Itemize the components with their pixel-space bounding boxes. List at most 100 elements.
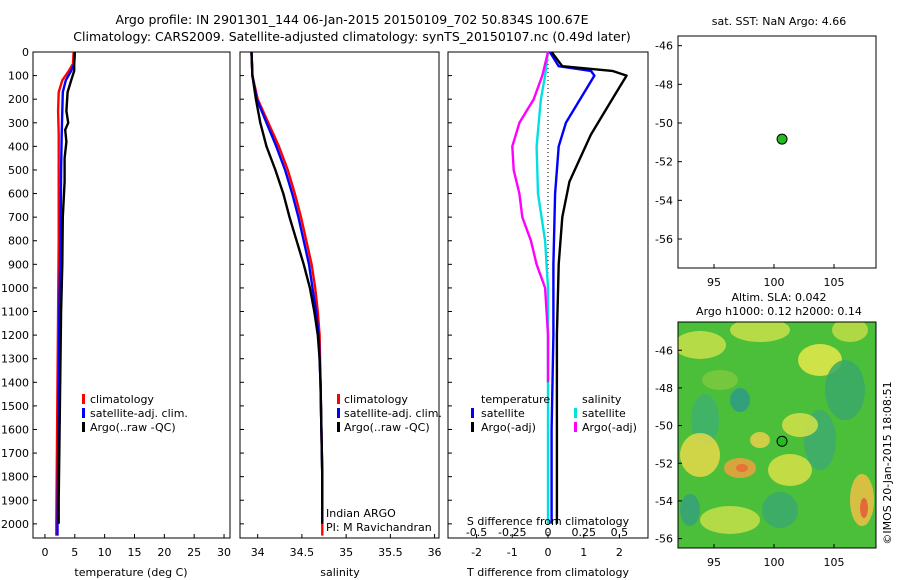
legend-header-salinity: salinity: [582, 393, 622, 406]
series-line-temperature-argo-adj-: [550, 51, 628, 524]
x-tick-label: 0: [545, 546, 552, 559]
x-tick-label: 25: [187, 546, 201, 559]
legend-swatch-argo: [82, 422, 85, 432]
legend-label-temp-argo: Argo(-adj): [481, 421, 536, 434]
series-line-temperature-satellite: [548, 51, 596, 524]
salinity-legend: climatology satellite-adj. clim. Argo(..…: [337, 393, 442, 434]
y-tick-label: -56: [655, 533, 673, 546]
legend-swatch-argo: [337, 422, 340, 432]
x-tick-label: 36: [428, 546, 442, 559]
y-tick-label: 100: [8, 70, 29, 83]
sst-map-y-ticks: -46 -48 -50 -52 -54 -56: [655, 40, 682, 246]
legend-swatch-temp-argo: [471, 422, 474, 432]
sla-map-panel: Altim. SLA: 0.042 Argo h1000: 0.12 h2000…: [655, 291, 894, 569]
sla-heatmap: [678, 322, 876, 548]
sla-map-x-ticks: 95 100 105: [707, 544, 845, 569]
temperature-panel: 0 5 10 15 20 25 30 0 100 200 300 400 500 600 700 800 90…: [1, 46, 452, 579]
x2-tick-label: -0.5: [466, 526, 487, 539]
temperature-series: [55, 51, 76, 536]
x-tick-label: 35.5: [378, 546, 403, 559]
sla-map-title-line1: Altim. SLA: 0.042: [731, 291, 826, 304]
x2-tick-label: 0: [545, 526, 552, 539]
sst-map-panel: sat. SST: NaN Argo: 4.66 95 100 105 -46 -48…: [655, 15, 877, 289]
legend-label-satellite: satellite-adj. clim.: [90, 407, 188, 420]
series-line-argo-raw-qc-: [250, 51, 324, 524]
difference-x2-label: S difference from climatology: [467, 515, 630, 528]
y-tick-label: 800: [8, 235, 29, 248]
x-tick-label: 2: [616, 546, 623, 559]
float-position-marker: [776, 133, 788, 145]
series-line-salinity-argo-adj-: [511, 51, 550, 383]
y-tick-label: 0: [22, 46, 29, 59]
sla-map-frame: [677, 321, 877, 549]
x-tick-label: 105: [824, 556, 845, 569]
legend-header-temperature: temperature: [481, 393, 550, 406]
x-tick-label: 30: [217, 546, 231, 559]
y-tick-label: 1200: [1, 329, 29, 342]
y-tick-label: 1500: [1, 400, 29, 413]
salinity-x-label: salinity: [320, 566, 360, 579]
temperature-legend: climatology satellite-adj. clim. Argo(..…: [82, 393, 188, 434]
x-tick-label: 20: [157, 546, 171, 559]
legend-swatch-satellite: [82, 408, 85, 418]
x-tick-label: 1: [580, 546, 587, 559]
x2-tick-label: 0.5: [611, 526, 629, 539]
salinity-plot-frame: [239, 51, 440, 539]
series-line-satellite-adj-clim-: [56, 51, 76, 536]
legend-swatch-climatology: [82, 394, 85, 404]
x-tick-label: 34.5: [290, 546, 315, 559]
legend-label-temp-satellite: satellite: [481, 407, 525, 420]
y-tick-label: -50: [655, 420, 673, 433]
legend-label-argo: Argo(..raw -QC): [90, 421, 176, 434]
legend-swatch-sal-argo: [574, 422, 577, 432]
y-tick-label: -48: [655, 78, 673, 91]
y-tick-label: -52: [655, 156, 673, 169]
depth-y-ticks: 0 100 200 300 400 500 600 700 800 900 1000 1100 1200…: [1, 46, 452, 531]
legend-label-satellite: satellite-adj. clim.: [344, 407, 442, 420]
y-tick-label: 600: [8, 188, 29, 201]
y-tick-label: 1100: [1, 306, 29, 319]
difference-x2-ticks: -0.5 -0.25 0 0.25 0.5: [466, 526, 628, 539]
legend-label-sal-satellite: satellite: [582, 407, 626, 420]
salinity-panel: 34 34.5 35 35.5 36 salinity climatology sate…: [239, 51, 442, 579]
salinity-x-ticks: 34 34.5 35 35.5 36: [251, 534, 442, 559]
x-tick-label: 100: [764, 556, 785, 569]
y-tick-label: 200: [8, 93, 29, 106]
difference-x-label: T difference from climatology: [466, 566, 629, 579]
y-tick-label: 2000: [1, 518, 29, 531]
y-tick-label: 400: [8, 140, 29, 153]
y-tick-label: 1400: [1, 376, 29, 389]
y-tick-label: 1800: [1, 471, 29, 484]
x2-tick-label: -0.25: [498, 526, 526, 539]
y-tick-label: -46: [655, 344, 673, 357]
y-tick-label: 1000: [1, 282, 29, 295]
x-tick-label: 105: [824, 276, 845, 289]
y-tick-label: 1700: [1, 447, 29, 460]
annotation-pi: PI: M Ravichandran: [326, 521, 432, 534]
y-tick-label: 500: [8, 164, 29, 177]
temperature-x-ticks: 0 5 10 15 20 25 30: [41, 534, 231, 559]
x-tick-label: 100: [764, 276, 785, 289]
y-tick-label: 1300: [1, 353, 29, 366]
y-tick-label: -46: [655, 40, 673, 53]
y-tick-label: -56: [655, 233, 673, 246]
difference-legend: temperature salinity satellite Argo(-adj…: [471, 393, 637, 434]
annotation-institution: Indian ARGO: [326, 507, 396, 520]
legend-swatch-climatology: [337, 394, 340, 404]
x-tick-label: 95: [707, 276, 721, 289]
difference-series: [511, 51, 628, 524]
difference-x-ticks: -2 -1 0 1 2: [471, 534, 623, 559]
temperature-x-label: temperature (deg C): [74, 566, 187, 579]
x-tick-label: -2: [471, 546, 482, 559]
salinity-series: [250, 51, 324, 536]
x-tick-label: 35: [339, 546, 353, 559]
x-tick-label: 95: [707, 556, 721, 569]
x-tick-label: 10: [98, 546, 112, 559]
x-tick-label: 15: [127, 546, 141, 559]
x2-tick-label: 0.25: [571, 526, 596, 539]
legend-label-climatology: climatology: [90, 393, 154, 406]
series-line-argo-raw-qc-: [57, 51, 76, 524]
y-tick-label: -54: [655, 495, 673, 508]
y-tick-label: 900: [8, 258, 29, 271]
sst-map-x-ticks: 95 100 105: [707, 264, 845, 289]
